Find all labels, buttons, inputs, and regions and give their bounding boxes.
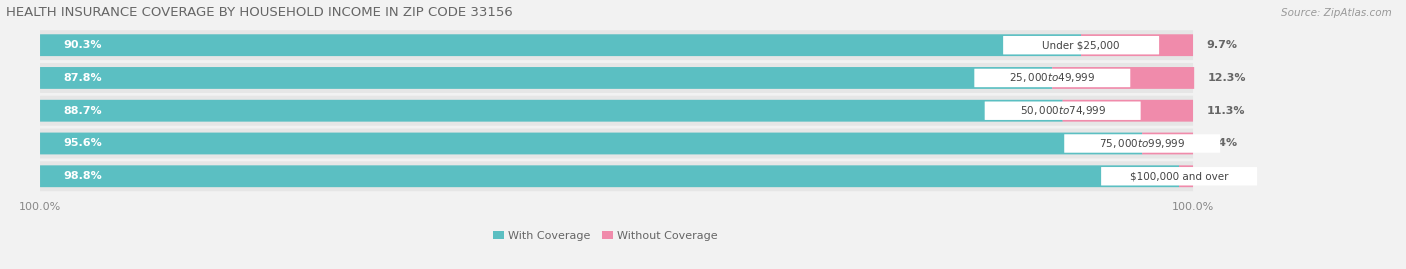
FancyBboxPatch shape <box>1064 134 1220 153</box>
FancyBboxPatch shape <box>39 34 1081 56</box>
FancyBboxPatch shape <box>39 161 1194 191</box>
Text: $25,000 to $49,999: $25,000 to $49,999 <box>1010 72 1095 84</box>
FancyBboxPatch shape <box>39 67 1052 89</box>
Text: 9.7%: 9.7% <box>1206 40 1237 50</box>
Text: 98.8%: 98.8% <box>63 171 103 181</box>
Text: Under $25,000: Under $25,000 <box>1042 40 1119 50</box>
FancyBboxPatch shape <box>39 30 1194 60</box>
Legend: With Coverage, Without Coverage: With Coverage, Without Coverage <box>492 231 718 241</box>
FancyBboxPatch shape <box>1142 133 1194 154</box>
FancyBboxPatch shape <box>1081 34 1194 56</box>
FancyBboxPatch shape <box>39 96 1194 126</box>
Text: 88.7%: 88.7% <box>63 106 101 116</box>
Text: 1.2%: 1.2% <box>1206 171 1237 181</box>
Text: $50,000 to $74,999: $50,000 to $74,999 <box>1019 104 1107 117</box>
FancyBboxPatch shape <box>1101 167 1257 186</box>
Text: 90.3%: 90.3% <box>63 40 101 50</box>
Text: $100,000 and over: $100,000 and over <box>1130 171 1229 181</box>
Text: 87.8%: 87.8% <box>63 73 101 83</box>
FancyBboxPatch shape <box>1180 165 1194 187</box>
FancyBboxPatch shape <box>39 129 1194 158</box>
FancyBboxPatch shape <box>39 100 1063 122</box>
Text: 95.6%: 95.6% <box>63 139 103 148</box>
Text: 12.3%: 12.3% <box>1208 73 1247 83</box>
Text: $75,000 to $99,999: $75,000 to $99,999 <box>1099 137 1185 150</box>
FancyBboxPatch shape <box>39 133 1142 154</box>
Text: 4.4%: 4.4% <box>1206 139 1237 148</box>
FancyBboxPatch shape <box>1052 67 1194 89</box>
Text: HEALTH INSURANCE COVERAGE BY HOUSEHOLD INCOME IN ZIP CODE 33156: HEALTH INSURANCE COVERAGE BY HOUSEHOLD I… <box>6 6 512 19</box>
Text: 11.3%: 11.3% <box>1206 106 1246 116</box>
FancyBboxPatch shape <box>974 69 1130 87</box>
FancyBboxPatch shape <box>1063 100 1194 122</box>
FancyBboxPatch shape <box>39 165 1180 187</box>
FancyBboxPatch shape <box>39 63 1194 93</box>
Text: Source: ZipAtlas.com: Source: ZipAtlas.com <box>1281 8 1392 18</box>
FancyBboxPatch shape <box>984 101 1140 120</box>
FancyBboxPatch shape <box>1002 36 1159 54</box>
